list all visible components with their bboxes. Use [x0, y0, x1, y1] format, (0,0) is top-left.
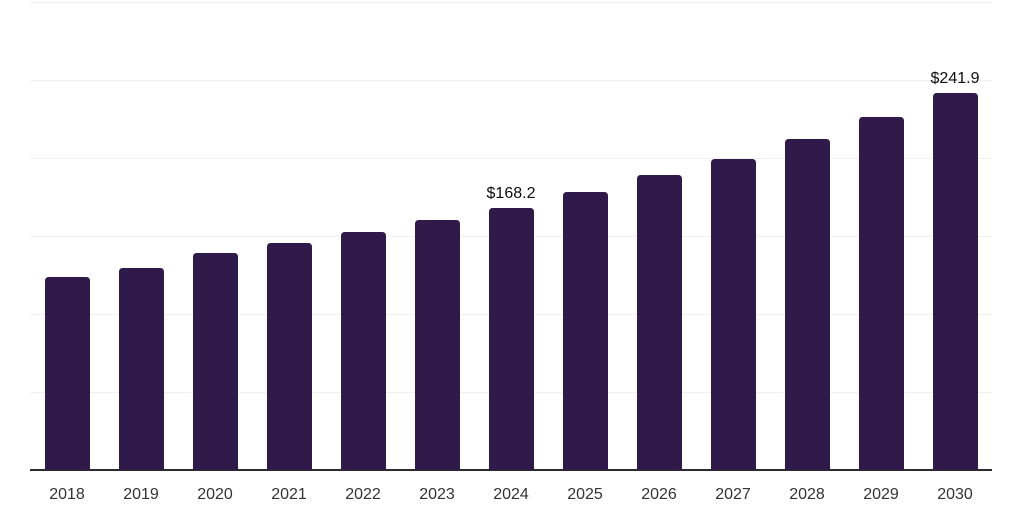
x-tick-label-2028: 2028	[789, 486, 825, 503]
bar-2020	[192, 253, 238, 470]
x-tick-label-2029: 2029	[863, 486, 899, 503]
x-tick-label-2026: 2026	[641, 486, 677, 503]
x-tick-label-2021: 2021	[271, 486, 307, 503]
x-tick-label-2024: 2024	[493, 486, 529, 503]
bar-2025	[562, 192, 608, 470]
x-tick-label-2023: 2023	[419, 486, 455, 503]
bar-value-label-2024: $168.2	[486, 184, 536, 202]
bar-2030	[932, 92, 978, 470]
bar-2022	[340, 232, 386, 470]
bar-2029	[858, 117, 904, 470]
bar-2024	[488, 207, 534, 470]
bar-2021	[266, 242, 312, 470]
x-tick-label-2027: 2027	[715, 486, 751, 503]
bar-value-label-2030: $241.9	[930, 69, 980, 87]
x-tick-label-2025: 2025	[567, 486, 603, 503]
bar-2027	[710, 158, 756, 470]
bar-2023	[414, 220, 460, 470]
gridline-y-300	[30, 2, 992, 3]
x-tick-label-2018: 2018	[49, 486, 85, 503]
bar-2028	[784, 139, 830, 470]
x-tick-label-2019: 2019	[123, 486, 159, 503]
gridline-y-200	[30, 158, 992, 159]
bar-2019	[118, 267, 164, 470]
x-tick-label-2030: 2030	[937, 486, 973, 503]
x-axis-line	[30, 469, 992, 471]
bar-2026	[636, 175, 682, 470]
bar-2018	[44, 276, 90, 470]
x-tick-label-2022: 2022	[345, 486, 381, 503]
gridline-y-250	[30, 80, 992, 81]
x-tick-label-2020: 2020	[197, 486, 233, 503]
